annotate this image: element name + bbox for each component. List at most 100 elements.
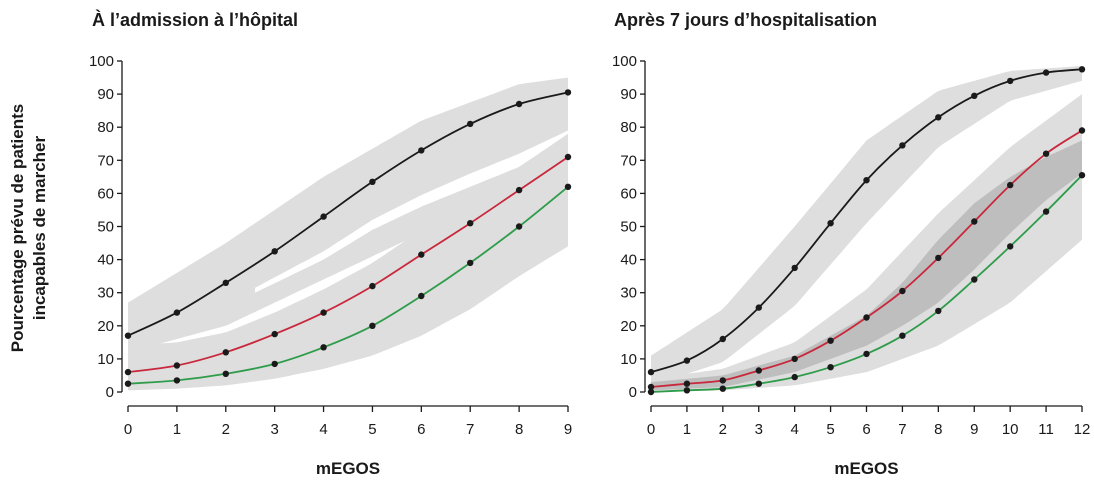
confidence-band-light — [128, 77, 568, 353]
data-point-green — [935, 307, 942, 315]
x-tick-label: 9 — [564, 421, 572, 438]
x-tick-label: 3 — [755, 421, 763, 438]
y-tick-label: 30 — [97, 285, 114, 302]
x-tick-label: 0 — [647, 421, 655, 438]
data-point-green — [791, 373, 798, 381]
y-tick-label: 80 — [97, 119, 114, 136]
confidence-band-dark — [651, 140, 1082, 391]
y-tick-label: 90 — [97, 86, 114, 103]
data-point-red — [1042, 150, 1050, 157]
data-point-black — [971, 92, 978, 100]
data-point-black — [863, 177, 870, 184]
data-point-red — [1007, 181, 1014, 189]
data-point-black — [755, 304, 762, 311]
y-tick-label: 50 — [97, 219, 114, 236]
confidence-band-light — [651, 94, 1082, 392]
data-point-green — [124, 380, 132, 387]
data-point-red — [564, 153, 572, 161]
x-tick-label: 9 — [970, 421, 978, 438]
y-tick-label: 70 — [97, 152, 114, 169]
data-point-black — [418, 147, 425, 154]
x-axis-label: mEGOS — [834, 459, 898, 478]
y-axis-label-line2: incapables de marcher — [30, 135, 49, 320]
x-tick-label: 2 — [222, 421, 230, 438]
x-tick-label: 4 — [790, 421, 798, 438]
data-point-green — [173, 377, 181, 384]
x-tick-label: 1 — [683, 421, 691, 438]
data-point-black — [271, 248, 278, 255]
x-tick-label: 2 — [719, 421, 727, 438]
data-point-red — [467, 220, 474, 227]
data-point-red — [863, 314, 870, 321]
data-point-black — [1042, 69, 1050, 76]
y-tick-label: 100 — [612, 53, 637, 70]
data-point-red — [271, 330, 278, 338]
data-point-black — [1007, 77, 1014, 85]
chart-panel-day7: Après 7 jours d’hospitalisation010203040… — [612, 10, 1090, 478]
chart-panel-admission: À l’admission à l’hôpital010203040506070… — [89, 9, 572, 478]
data-point-black — [827, 220, 834, 227]
y-tick-label: 60 — [97, 185, 114, 202]
data-point-black — [791, 264, 798, 272]
x-tick-label: 10 — [1002, 421, 1019, 438]
data-point-red — [899, 287, 906, 295]
data-point-green — [1007, 243, 1014, 250]
data-point-black — [935, 114, 942, 121]
data-point-green — [515, 223, 523, 230]
data-point-red — [124, 368, 132, 376]
data-point-black — [173, 309, 181, 316]
y-tick-label: 80 — [620, 119, 637, 136]
data-point-black — [899, 142, 906, 149]
data-point-red — [791, 355, 798, 363]
y-tick-label: 0 — [629, 384, 637, 401]
data-point-red — [935, 254, 942, 262]
data-point-green — [863, 350, 870, 358]
data-point-green — [719, 385, 726, 392]
series-line-red — [127, 156, 569, 373]
data-point-green — [320, 344, 327, 351]
data-point-green — [1042, 208, 1050, 215]
data-point-red — [222, 349, 229, 356]
confidence-band-light — [128, 133, 568, 391]
data-point-green — [564, 183, 572, 190]
chart-title: Après 7 jours d’hospitalisation — [614, 10, 877, 30]
y-axis-label-line1: Pourcentage prévu de patients — [8, 104, 27, 352]
data-point-black — [467, 120, 474, 128]
x-tick-label: 12 — [1074, 421, 1091, 438]
x-tick-label: 11 — [1038, 421, 1054, 438]
data-point-black — [1078, 66, 1086, 73]
y-tick-label: 30 — [620, 285, 637, 302]
data-point-green — [899, 332, 906, 339]
data-point-black — [369, 178, 376, 185]
data-point-green — [222, 370, 229, 377]
data-point-green — [647, 388, 655, 396]
y-tick-label: 10 — [97, 351, 114, 368]
x-tick-label: 0 — [124, 421, 132, 438]
data-point-green — [271, 360, 278, 368]
series-line-green — [127, 186, 569, 385]
data-point-black — [683, 357, 691, 364]
data-point-red — [320, 309, 327, 316]
data-point-black — [124, 332, 132, 339]
y-tick-label: 40 — [97, 252, 114, 269]
data-point-red — [755, 367, 762, 374]
x-tick-label: 6 — [417, 421, 425, 438]
y-tick-label: 10 — [620, 351, 637, 368]
x-tick-label: 7 — [466, 421, 474, 438]
y-tick-label: 50 — [620, 219, 637, 236]
x-axis-label: mEGOS — [316, 459, 380, 478]
data-point-red — [418, 251, 425, 258]
y-tick-label: 40 — [620, 252, 637, 269]
y-tick-label: 70 — [620, 152, 637, 169]
data-point-red — [515, 186, 523, 194]
x-tick-label: 5 — [368, 421, 376, 438]
series-line-black — [127, 91, 569, 337]
data-point-red — [971, 218, 978, 225]
y-tick-label: 20 — [620, 318, 637, 335]
data-point-red — [369, 282, 376, 290]
data-point-green — [369, 322, 376, 329]
x-tick-label: 8 — [515, 421, 523, 438]
data-point-green — [971, 276, 978, 283]
data-point-red — [647, 383, 655, 391]
